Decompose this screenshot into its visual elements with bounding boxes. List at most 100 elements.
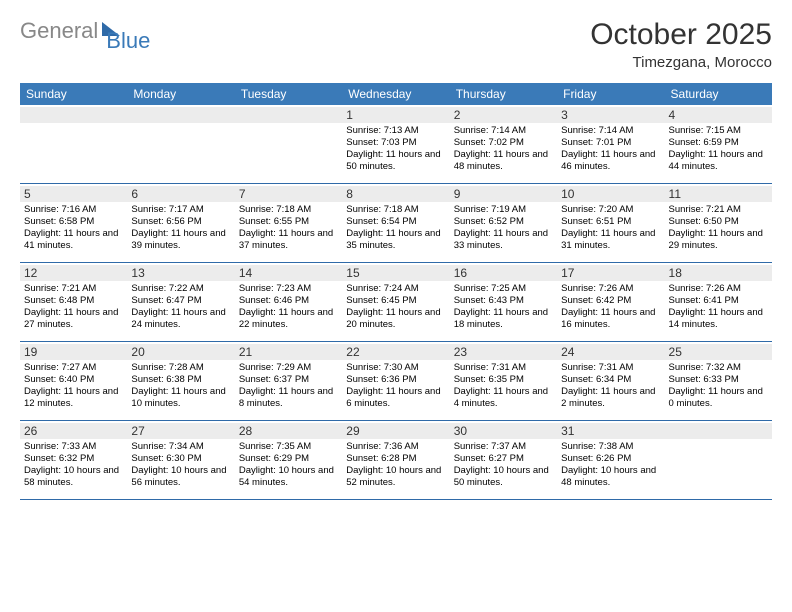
sunrise-text: Sunrise: 7:36 AM (346, 441, 445, 453)
daylight-text: Daylight: 11 hours and 12 minutes. (24, 386, 123, 410)
day-number: 6 (127, 186, 234, 202)
daylight-text: Daylight: 11 hours and 22 minutes. (239, 307, 338, 331)
sunrise-text: Sunrise: 7:28 AM (131, 362, 230, 374)
sunset-text: Sunset: 6:47 PM (131, 295, 230, 307)
calendar-cell: 8Sunrise: 7:18 AMSunset: 6:54 PMDaylight… (342, 184, 449, 262)
sunrise-text: Sunrise: 7:31 AM (454, 362, 553, 374)
sunrise-text: Sunrise: 7:27 AM (24, 362, 123, 374)
calendar-cell: 16Sunrise: 7:25 AMSunset: 6:43 PMDayligh… (450, 263, 557, 341)
day-number (20, 107, 127, 123)
sunrise-text: Sunrise: 7:15 AM (669, 125, 768, 137)
calendar-cell: 20 Sunrise: 7:28 AMSunset: 6:38 PMDayligh… (127, 342, 234, 420)
daylight-text: Daylight: 11 hours and 46 minutes. (561, 149, 660, 173)
day-number: 4 (665, 107, 772, 123)
month-title: October 2025 (590, 18, 772, 52)
sunset-text: Sunset: 6:58 PM (24, 216, 123, 228)
cell-body: Sunrise: 7:28 AMSunset: 6:38 PMDaylight:… (131, 362, 230, 410)
day-number: 14 (235, 265, 342, 281)
sunset-text: Sunset: 6:48 PM (24, 295, 123, 307)
day-number: 1 (342, 107, 449, 123)
sunrise-text: Sunrise: 7:21 AM (669, 204, 768, 216)
daylight-text: Daylight: 10 hours and 54 minutes. (239, 465, 338, 489)
sunrise-text: Sunrise: 7:19 AM (454, 204, 553, 216)
cell-body: Sunrise: 7:22 AMSunset: 6:47 PMDaylight:… (131, 283, 230, 331)
sunrise-text: Sunrise: 7:26 AM (561, 283, 660, 295)
sunset-text: Sunset: 6:54 PM (346, 216, 445, 228)
logo-text-blue: Blue (106, 28, 150, 54)
cell-body: Sunrise: 7:31 AMSunset: 6:34 PMDaylight:… (561, 362, 660, 410)
sunrise-text: Sunrise: 7:25 AM (454, 283, 553, 295)
logo-text-general: General (20, 18, 98, 44)
week-row: 19Sunrise: 7:27 AMSunset: 6:40 PMDayligh… (20, 342, 772, 421)
sunset-text: Sunset: 6:29 PM (239, 453, 338, 465)
sunset-text: Sunset: 6:46 PM (239, 295, 338, 307)
sunrise-text: Sunrise: 7:16 AM (24, 204, 123, 216)
day-number: 26 (20, 423, 127, 439)
sunrise-text: Sunrise: 7:38 AM (561, 441, 660, 453)
day-header: Saturday (665, 83, 772, 105)
cell-body: Sunrise: 7:19 AMSunset: 6:52 PMDaylight:… (454, 204, 553, 252)
sunset-text: Sunset: 6:41 PM (669, 295, 768, 307)
daylight-text: Daylight: 10 hours and 52 minutes. (346, 465, 445, 489)
day-number: 23 (450, 344, 557, 360)
cell-body: Sunrise: 7:17 AMSunset: 6:56 PMDaylight:… (131, 204, 230, 252)
calendar-cell: 17Sunrise: 7:26 AMSunset: 6:42 PMDayligh… (557, 263, 664, 341)
cell-body: Sunrise: 7:14 AMSunset: 7:02 PMDaylight:… (454, 125, 553, 173)
sunset-text: Sunset: 6:30 PM (131, 453, 230, 465)
day-number (665, 423, 772, 439)
calendar-cell: 27Sunrise: 7:34 AMSunset: 6:30 PMDayligh… (127, 421, 234, 499)
cell-body: Sunrise: 7:21 AMSunset: 6:48 PMDaylight:… (24, 283, 123, 331)
calendar-cell: 26Sunrise: 7:33 AMSunset: 6:32 PMDayligh… (20, 421, 127, 499)
day-number: 11 (665, 186, 772, 202)
calendar-cell: 3Sunrise: 7:14 AMSunset: 7:01 PMDaylight… (557, 105, 664, 183)
sunrise-text: Sunrise: 7:30 AM (346, 362, 445, 374)
daylight-text: Daylight: 11 hours and 35 minutes. (346, 228, 445, 252)
week-row: 5 Sunrise: 7:16 AMSunset: 6:58 PM Daylight… (20, 184, 772, 263)
day-number (235, 107, 342, 123)
cell-body: Sunrise: 7:26 AMSunset: 6:41 PMDaylight:… (669, 283, 768, 331)
cell-body: Sunrise: 7:35 AMSunset: 6:29 PMDaylight:… (239, 441, 338, 489)
day-number: 5 (20, 186, 127, 202)
week-row: 12Sunrise: 7:21 AMSunset: 6:48 PMDayligh… (20, 263, 772, 342)
day-header: Tuesday (235, 83, 342, 105)
day-number: 15 (342, 265, 449, 281)
week-row: 26Sunrise: 7:33 AMSunset: 6:32 PMDayligh… (20, 421, 772, 500)
day-number: 24 (557, 344, 664, 360)
sunset-text: Sunset: 7:02 PM (454, 137, 553, 149)
sunrise-text: Sunrise: 7:14 AM (561, 125, 660, 137)
calendar-cell: 10Sunrise: 7:20 AMSunset: 6:51 PMDayligh… (557, 184, 664, 262)
day-number: 21 (235, 344, 342, 360)
daylight-text: Daylight: 11 hours and 27 minutes. (24, 307, 123, 331)
daylight-text: Daylight: 11 hours and 4 minutes. (454, 386, 553, 410)
daylight-text: Daylight: 11 hours and 20 minutes. (346, 307, 445, 331)
day-header: Sunday (20, 83, 127, 105)
sunrise-text: Sunrise: 7:33 AM (24, 441, 123, 453)
daylight-text: Daylight: 11 hours and 31 minutes. (561, 228, 660, 252)
sunset-text: Sunset: 6:55 PM (239, 216, 338, 228)
day-number: 25 (665, 344, 772, 360)
sunrise-text: Sunrise: 7:29 AM (239, 362, 338, 374)
day-number: 2 (450, 107, 557, 123)
sunset-text: Sunset: 6:28 PM (346, 453, 445, 465)
cell-body: Sunrise: 7:38 AMSunset: 6:26 PMDaylight:… (561, 441, 660, 489)
calendar-cell: 24 Sunrise: 7:31 AMSunset: 6:34 PMDayligh… (557, 342, 664, 420)
day-header: Wednesday (342, 83, 449, 105)
daylight-text: Daylight: 11 hours and 14 minutes. (669, 307, 768, 331)
sunset-text: Sunset: 7:03 PM (346, 137, 445, 149)
calendar-cell (20, 105, 127, 183)
day-number: 28 (235, 423, 342, 439)
sunset-text: Sunset: 6:59 PM (669, 137, 768, 149)
sunrise-text: Sunrise: 7:22 AM (131, 283, 230, 295)
day-number: 27 (127, 423, 234, 439)
day-number: 17 (557, 265, 664, 281)
cell-body: Sunrise: 7:36 AMSunset: 6:28 PMDaylight:… (346, 441, 445, 489)
daylight-text: Daylight: 11 hours and 50 minutes. (346, 149, 445, 173)
title-block: October 2025 Timezgana, Morocco (590, 18, 772, 71)
sunrise-text: Sunrise: 7:18 AM (239, 204, 338, 216)
calendar-cell: 25Sunrise: 7:32 AMSunset: 6:33 PMDayligh… (665, 342, 772, 420)
daylight-text: Daylight: 11 hours and 16 minutes. (561, 307, 660, 331)
calendar-cell: 5Sunrise: 7:16 AMSunset: 6:58 PMDaylight… (20, 184, 127, 262)
day-number: 20 (127, 344, 234, 360)
location-subtitle: Timezgana, Morocco (590, 54, 772, 71)
calendar-cell: 9Sunrise: 7:19 AMSunset: 6:52 PMDaylight… (450, 184, 557, 262)
